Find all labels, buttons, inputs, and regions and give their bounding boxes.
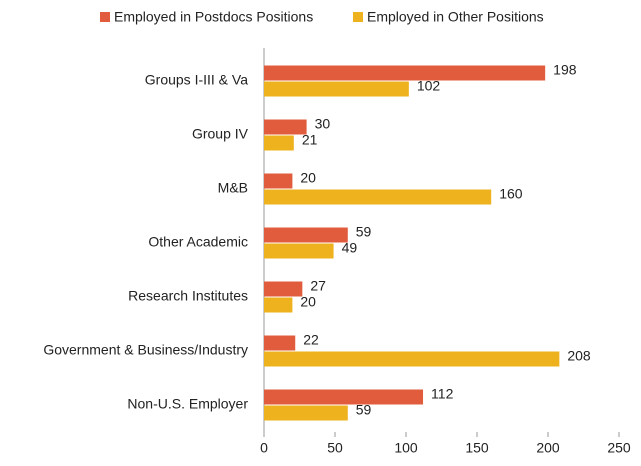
value-label: 198 [553, 62, 577, 78]
y-tick-label: Other Academic [148, 234, 248, 250]
value-label: 27 [310, 278, 326, 294]
x-tick-label: 0 [260, 440, 268, 456]
value-label: 22 [303, 332, 319, 348]
value-label: 20 [300, 170, 316, 186]
y-tick-label: Non-U.S. Employer [127, 396, 248, 412]
bar [264, 81, 409, 97]
bar [264, 173, 293, 189]
value-label: 112 [431, 386, 454, 402]
bar [264, 135, 294, 151]
legend-label: Employed in Postdocs Positions [114, 9, 313, 25]
x-tick-label: 100 [394, 440, 418, 456]
x-tick-label: 200 [536, 440, 560, 456]
bar [264, 227, 348, 243]
legend-swatch [100, 12, 110, 22]
value-label: 49 [342, 240, 358, 256]
value-label: 160 [499, 186, 523, 202]
value-label: 59 [356, 402, 372, 418]
x-tick-label: 150 [465, 440, 489, 456]
bar [264, 335, 296, 351]
y-tick-label: M&B [218, 180, 248, 196]
y-tick-label: Research Institutes [128, 288, 248, 304]
bar [264, 405, 348, 421]
value-label: 20 [300, 294, 316, 310]
bar [264, 281, 303, 297]
value-label: 30 [315, 116, 331, 132]
legend-swatch [353, 12, 363, 22]
bar [264, 243, 334, 259]
value-label: 21 [302, 132, 318, 148]
y-tick-label: Government & Business/Industry [43, 342, 248, 358]
y-tick-label: Groups I-III & Va [145, 72, 248, 88]
x-tick-label: 250 [607, 440, 631, 456]
bar [264, 351, 560, 367]
bar [264, 119, 307, 135]
value-label: 208 [567, 348, 591, 364]
bar [264, 297, 293, 313]
y-tick-label: Group IV [192, 126, 249, 142]
value-label: 102 [417, 78, 441, 94]
value-label: 59 [356, 224, 372, 240]
bar [264, 65, 546, 81]
bar [264, 189, 492, 205]
x-tick-label: 50 [327, 440, 343, 456]
bar [264, 389, 424, 405]
legend-label: Employed in Other Positions [367, 9, 544, 25]
